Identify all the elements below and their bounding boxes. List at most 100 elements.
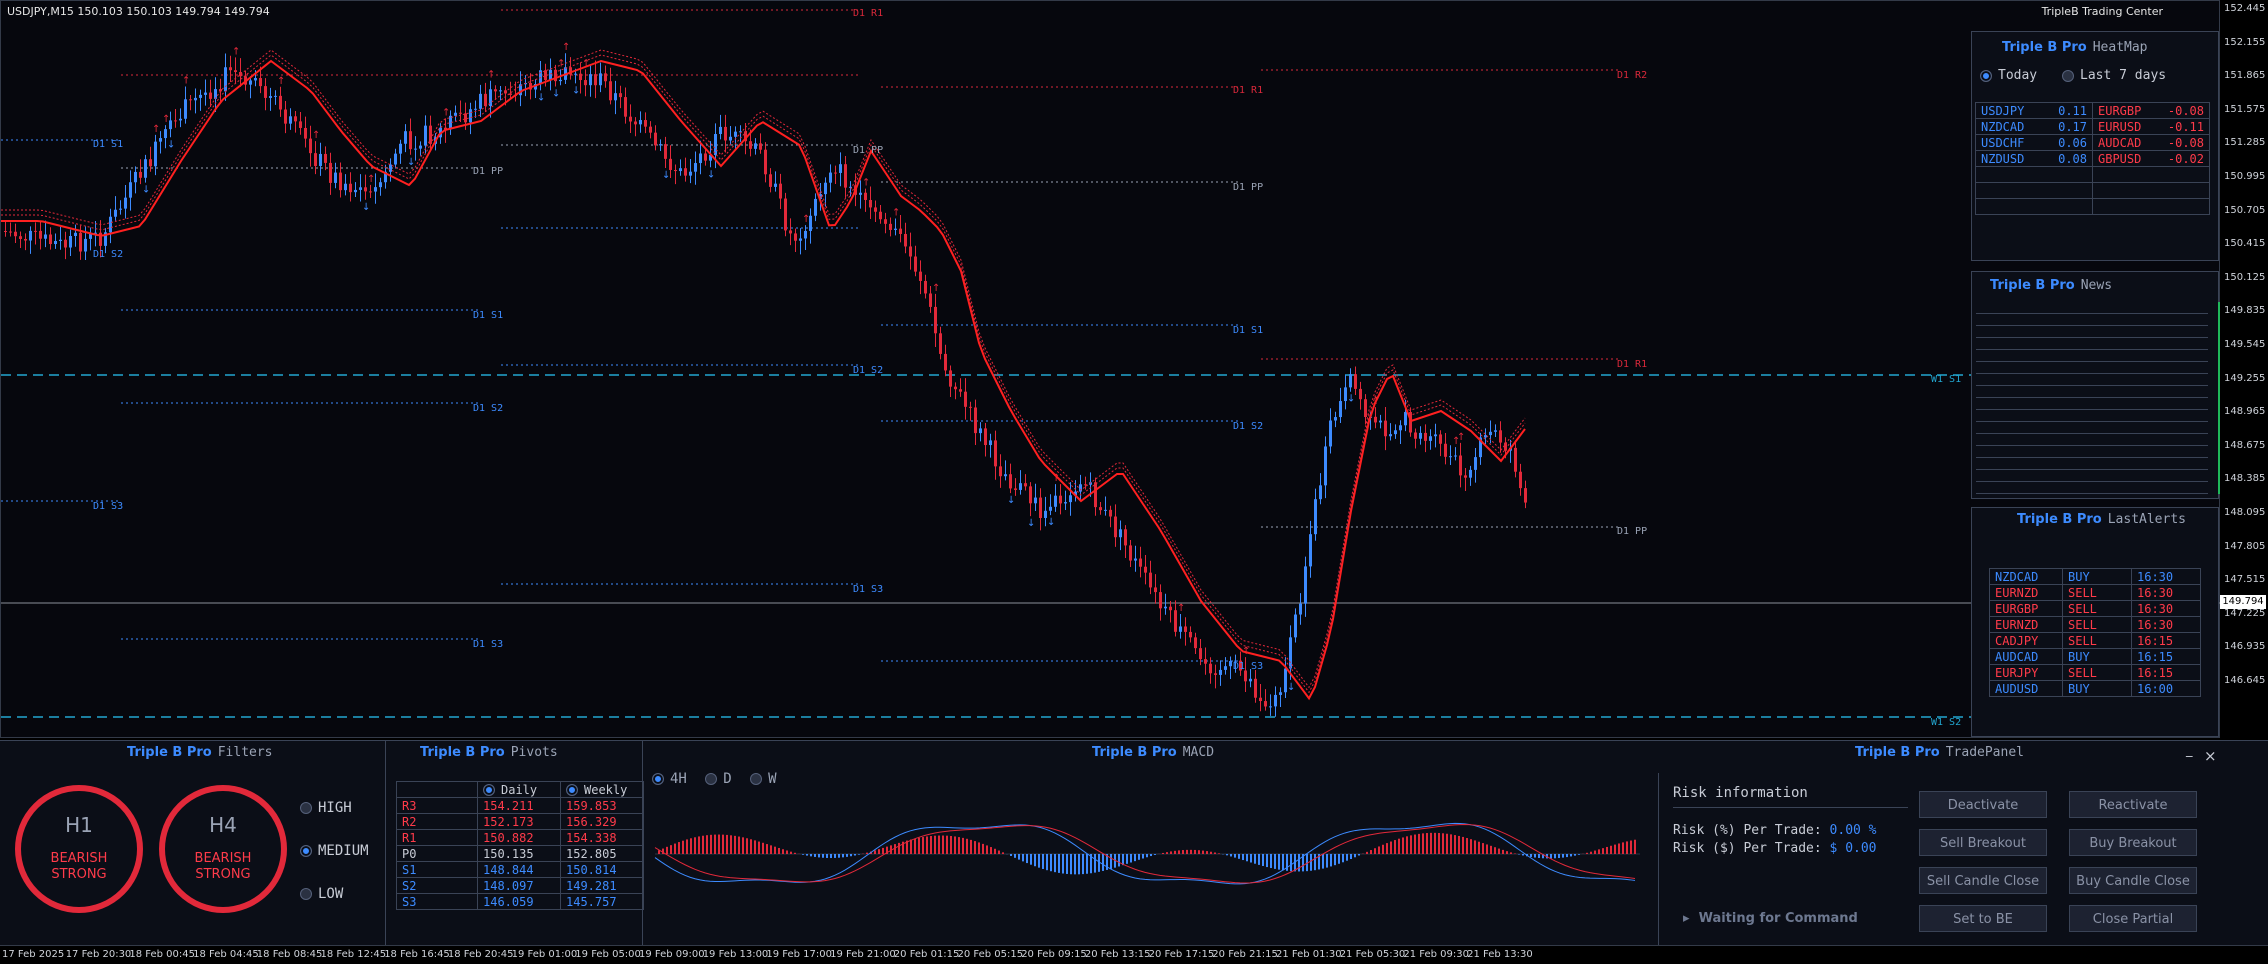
candle <box>624 97 627 117</box>
risk-title: Risk information <box>1673 785 1808 801</box>
minimize-icon[interactable]: _ <box>2186 743 2193 758</box>
candle <box>134 172 137 182</box>
news-row[interactable] <box>1976 326 2208 338</box>
news-row[interactable] <box>1976 446 2208 458</box>
macd-histogram-bar <box>1102 854 1104 871</box>
candle <box>1339 401 1342 417</box>
candle <box>84 239 87 252</box>
radio-today[interactable] <box>1980 70 1992 82</box>
macd-histogram-bar <box>1434 833 1436 854</box>
deactivate-button[interactable]: Deactivate <box>1919 791 2047 818</box>
close-icon[interactable]: × <box>2204 747 2217 765</box>
filter-option-high[interactable]: HIGH <box>300 787 369 830</box>
macd-histogram-bar <box>1334 854 1336 865</box>
macd-histogram-bar <box>990 847 992 854</box>
status-text: ▸ Waiting for Command <box>1683 911 1858 926</box>
macd-histogram-bar <box>1342 854 1344 862</box>
news-row[interactable] <box>1976 302 2208 314</box>
candle <box>479 94 482 109</box>
candle <box>814 199 817 216</box>
close-partial-button[interactable]: Close Partial <box>2069 905 2197 932</box>
macd-histogram-bar <box>1482 843 1484 854</box>
candle <box>374 187 377 191</box>
macd-tf-4h[interactable]: 4H <box>652 771 687 787</box>
price-chart[interactable]: ↓↑↑↓↑↑↑↑↓↑↓↑↑↓↓↑↑↓↑↓↓↑↑↑↑↓↓↓↑↑↑↓↓↑↑↑ USD… <box>0 0 2220 738</box>
heatmap-option-last7[interactable]: Last 7 days <box>2062 68 2166 83</box>
macd-histogram-bar <box>1618 843 1620 854</box>
candle <box>1149 573 1152 588</box>
news-row[interactable] <box>1976 386 2208 398</box>
news-row[interactable] <box>1976 458 2208 470</box>
candle <box>789 230 792 233</box>
news-row[interactable] <box>1976 350 2208 362</box>
pivot-header-daily[interactable]: Daily <box>478 782 561 798</box>
news-row[interactable] <box>1976 398 2208 410</box>
heatmap-value: -0.02 <box>2168 152 2204 166</box>
macd-histogram-bar <box>710 835 712 854</box>
filter-option-medium[interactable]: MEDIUM <box>300 830 369 873</box>
candle <box>1069 495 1072 502</box>
news-row[interactable] <box>1976 314 2208 326</box>
sell-candle-close-button[interactable]: Sell Candle Close <box>1919 867 2047 894</box>
buy-breakout-button[interactable]: Buy Breakout <box>2069 829 2197 856</box>
candle <box>1194 637 1197 648</box>
candle <box>1254 679 1257 698</box>
radio-last7[interactable] <box>2062 70 2074 82</box>
candle <box>1324 446 1327 485</box>
alert-side: BUY <box>2063 649 2132 665</box>
candle <box>669 159 672 170</box>
level-label-w1-s1: W1 S1 <box>1931 374 1961 385</box>
macd-tf-w[interactable]: W <box>750 771 776 787</box>
candle <box>859 193 862 195</box>
news-row[interactable] <box>1976 470 2208 482</box>
candle <box>779 184 782 199</box>
candle <box>1139 559 1142 567</box>
news-row[interactable] <box>1976 338 2208 350</box>
candle <box>1389 434 1392 436</box>
news-row[interactable] <box>1976 410 2208 422</box>
candle <box>1029 486 1032 503</box>
candle <box>584 80 587 85</box>
alert-pair: EURNZD <box>1990 585 2063 601</box>
heatmap-option-today[interactable]: Today <box>1980 68 2037 83</box>
macd-histogram-bar <box>1258 854 1260 865</box>
set-to-be-button[interactable]: Set to BE <box>1919 905 2047 932</box>
pivot-header-weekly[interactable]: Weekly <box>561 782 644 798</box>
heatmap-value: 0.06 <box>2058 136 2087 150</box>
reactivate-button[interactable]: Reactivate <box>2069 791 2197 818</box>
news-row[interactable] <box>1976 374 2208 386</box>
sell-breakout-button[interactable]: Sell Breakout <box>1919 829 2047 856</box>
candle <box>924 281 927 294</box>
macd-tf-d[interactable]: D <box>705 771 731 787</box>
candle <box>254 78 257 80</box>
news-row[interactable] <box>1976 362 2208 374</box>
price-tick-label: 149.545 <box>2224 339 2265 350</box>
macd-histogram-bar <box>1010 854 1012 856</box>
candle <box>1144 567 1147 573</box>
heatmap-pair: EURGBP <box>2098 104 2141 118</box>
candle <box>1179 626 1182 631</box>
candle <box>1019 483 1022 490</box>
news-row[interactable] <box>1976 482 2208 494</box>
filter-option-low[interactable]: LOW <box>300 873 369 916</box>
candle <box>939 333 942 354</box>
candle <box>394 154 397 165</box>
news-row[interactable] <box>1976 422 2208 434</box>
chart-canvas[interactable]: ↓↑↑↓↑↑↑↑↓↑↓↑↑↓↓↑↑↓↑↓↓↑↑↑↑↓↓↓↑↑↑↓↓↑↑↑ <box>1 1 2221 739</box>
candle <box>19 236 22 239</box>
news-row[interactable] <box>1976 434 2208 446</box>
buy-candle-close-button[interactable]: Buy Candle Close <box>2069 867 2197 894</box>
